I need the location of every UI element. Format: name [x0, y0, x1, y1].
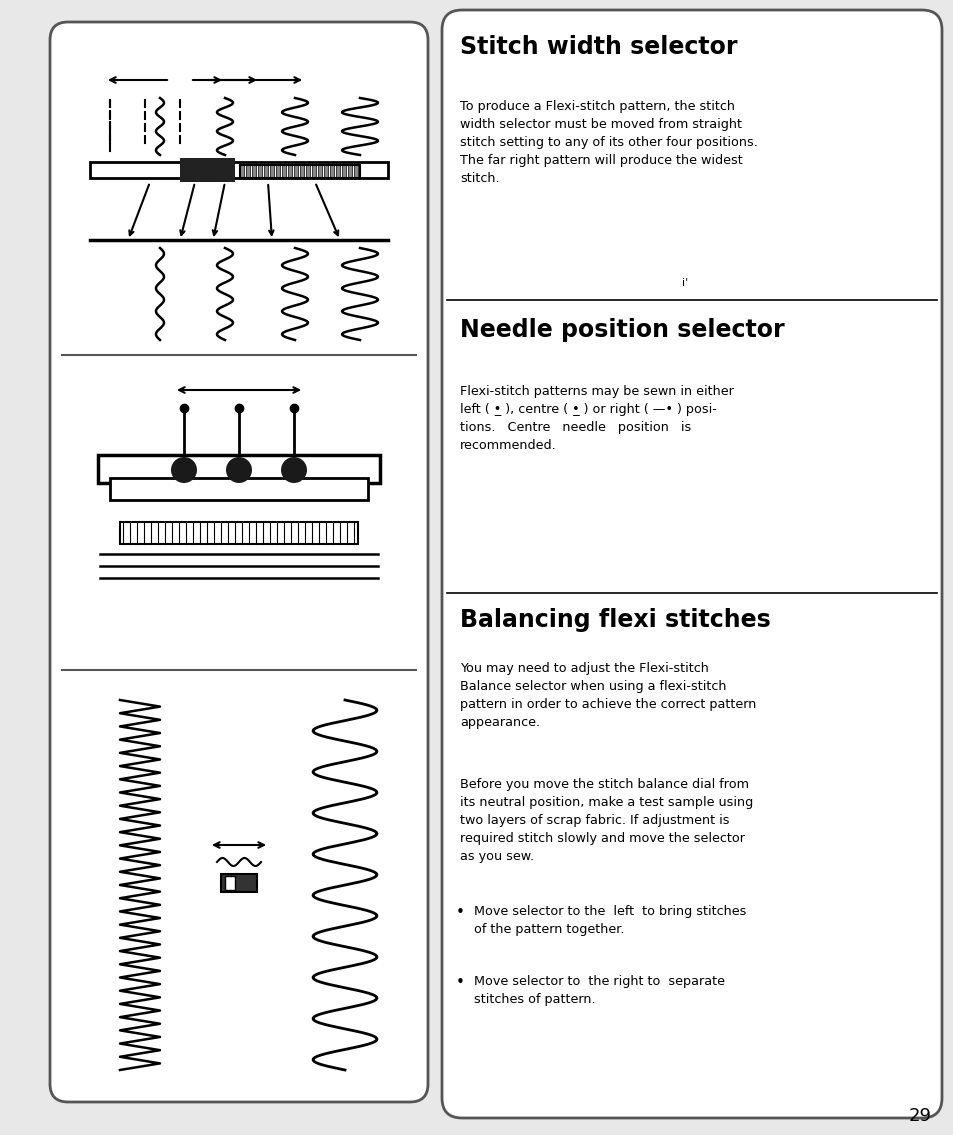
Bar	[288, 165, 292, 178]
Text: •: •	[456, 975, 464, 990]
Bar	[246, 165, 250, 178]
Text: Move selector to  the right to  separate
stitches of pattern.: Move selector to the right to separate s…	[474, 975, 724, 1006]
Bar	[275, 165, 280, 178]
Text: Move selector to the  left  to bring stitches
of the pattern together.: Move selector to the left to bring stitc…	[474, 905, 745, 936]
Bar	[110, 478, 368, 501]
Text: 29: 29	[908, 1107, 931, 1125]
Bar	[294, 165, 297, 178]
Text: Balancing flexi stitches: Balancing flexi stitches	[459, 608, 770, 632]
Bar	[348, 165, 352, 178]
Bar	[282, 165, 286, 178]
Bar	[180, 158, 234, 182]
Bar	[225, 876, 234, 890]
Circle shape	[226, 457, 252, 484]
Text: To produce a Flexi-stitch pattern, the stitch
width selector must be moved from : To produce a Flexi-stitch pattern, the s…	[459, 100, 757, 185]
Text: Stitch width selector: Stitch width selector	[459, 35, 737, 59]
Circle shape	[171, 457, 196, 484]
Bar	[252, 165, 255, 178]
Text: Flexi-stitch patterns may be sewn in either
left ( •̲ ), centre ( •̲ ) or right : Flexi-stitch patterns may be sewn in eit…	[459, 385, 733, 452]
Bar	[270, 165, 274, 178]
Bar	[324, 165, 328, 178]
Bar	[312, 165, 315, 178]
Bar	[317, 165, 322, 178]
Bar	[341, 165, 346, 178]
Circle shape	[281, 457, 307, 484]
Text: Needle position selector: Needle position selector	[459, 318, 783, 342]
FancyBboxPatch shape	[50, 22, 428, 1102]
Bar	[90, 162, 388, 178]
Bar	[354, 165, 357, 178]
Bar	[240, 165, 244, 178]
Bar	[264, 165, 268, 178]
Bar	[330, 165, 334, 178]
Bar	[240, 165, 359, 178]
Bar	[335, 165, 339, 178]
Text: You may need to adjust the Flexi-stitch
Balance selector when using a flexi-stit: You may need to adjust the Flexi-stitch …	[459, 662, 756, 729]
Bar	[120, 522, 357, 544]
FancyBboxPatch shape	[441, 10, 941, 1118]
Bar	[299, 165, 304, 178]
Text: i': i'	[681, 278, 687, 288]
Bar	[221, 874, 256, 892]
Text: Before you move the stitch balance dial from
its neutral position, make a test s: Before you move the stitch balance dial …	[459, 777, 753, 863]
Bar	[257, 165, 262, 178]
Bar	[98, 455, 379, 484]
Text: •: •	[456, 905, 464, 920]
Bar	[306, 165, 310, 178]
